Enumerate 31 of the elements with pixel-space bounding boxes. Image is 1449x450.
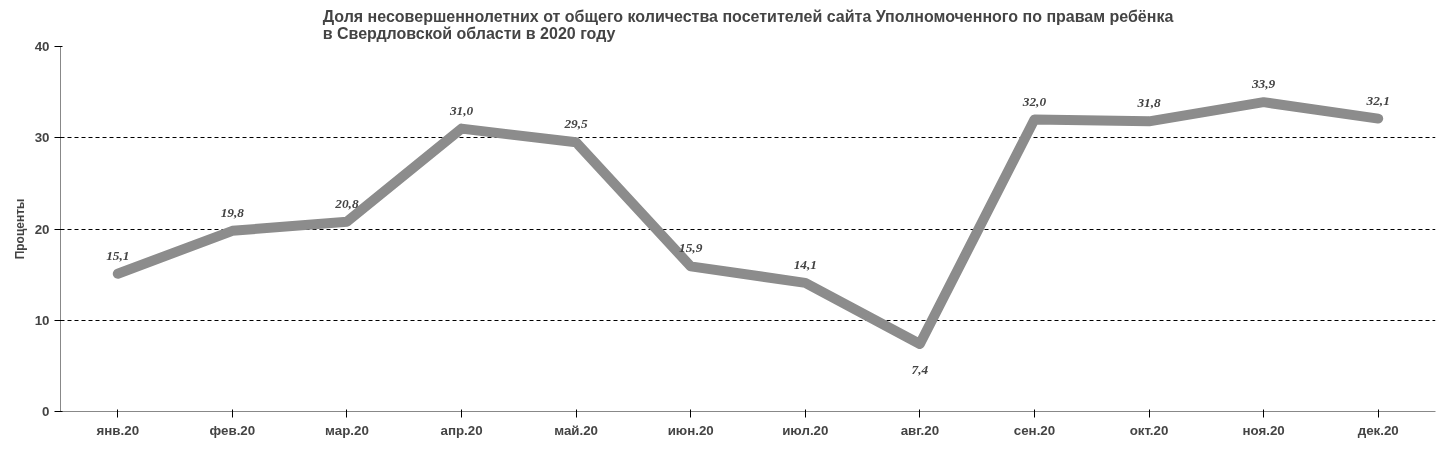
- data-label: 20,8: [334, 195, 359, 211]
- data-label: 31,8: [1136, 95, 1162, 111]
- x-tick-label: ноя.20: [1242, 422, 1285, 438]
- x-tick-label: июл.20: [782, 422, 829, 438]
- x-tick-label: янв.20: [96, 422, 140, 438]
- x-tick-label: апр.20: [440, 422, 483, 438]
- x-tick-label: июн.20: [667, 422, 714, 438]
- x-tick-label: авг.20: [900, 422, 940, 438]
- data-label: 7,4: [911, 361, 929, 377]
- x-tick-label: май.20: [554, 422, 599, 438]
- data-label: 14,1: [793, 256, 817, 272]
- y-axis-title: Проценты: [12, 198, 27, 260]
- data-label: 32,1: [1365, 92, 1390, 108]
- y-tick-label: 0: [42, 404, 50, 419]
- data-label: 31,0: [448, 102, 474, 118]
- data-label: 15,9: [679, 240, 703, 256]
- data-label: 19,8: [220, 204, 245, 220]
- x-tick-label: окт.20: [1129, 422, 1169, 438]
- data-label: 15,1: [106, 247, 130, 263]
- data-label: 32,0: [1021, 93, 1047, 109]
- y-tick-label: 20: [34, 221, 50, 237]
- chart-title: Доля несовершеннолетних от общего количества посетителей сайта Уполномоченного по правам ребёнка в Свердловской области в 2020 году: [322, 7, 1174, 42]
- x-tick-label: фев.20: [209, 422, 256, 438]
- data-label: 33,9: [1250, 76, 1276, 92]
- y-tick-label: 30: [34, 130, 50, 146]
- x-tick-label: сен.20: [1013, 422, 1056, 438]
- y-tick-label: 10: [34, 312, 50, 328]
- x-tick-label: дек.20: [1357, 422, 1399, 438]
- x-tick-label: мар.20: [325, 422, 369, 438]
- data-label: 29,5: [563, 116, 589, 132]
- y-tick-label: 40: [34, 39, 50, 54]
